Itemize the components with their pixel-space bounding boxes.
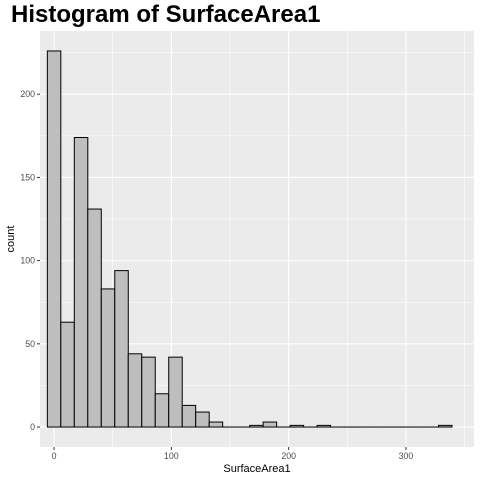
y-axis: 0 50 100 150 200 bbox=[20, 89, 40, 432]
histogram-bar bbox=[289, 424, 305, 428]
x-axis-title: SurfaceArea1 bbox=[223, 463, 290, 475]
histogram-bar bbox=[316, 424, 332, 428]
y-tick-label: 50 bbox=[25, 339, 35, 349]
histogram-bar bbox=[87, 208, 102, 428]
histogram-bar bbox=[208, 421, 224, 428]
histogram-bar bbox=[168, 356, 183, 428]
y-tick-label: 100 bbox=[20, 256, 35, 266]
histogram-bar bbox=[438, 424, 453, 428]
histogram-bar bbox=[73, 136, 89, 428]
histogram-bar bbox=[249, 424, 264, 428]
y-axis-title: count bbox=[5, 226, 17, 253]
histogram-bar bbox=[60, 321, 75, 428]
x-tick-label: 0 bbox=[52, 451, 57, 461]
histogram-bars bbox=[46, 50, 453, 428]
x-tick-label: 300 bbox=[399, 451, 414, 461]
histogram-bar bbox=[181, 404, 197, 428]
chart-title: Histogram of SurfaceArea1 bbox=[11, 1, 320, 28]
histogram-bar bbox=[114, 270, 129, 428]
histogram-bar bbox=[195, 411, 210, 428]
y-tick-label: 150 bbox=[20, 172, 35, 182]
histogram-bar bbox=[262, 421, 278, 428]
histogram-bar bbox=[141, 356, 156, 428]
y-tick-label: 200 bbox=[20, 89, 35, 99]
y-tick-label: 0 bbox=[30, 422, 35, 432]
histogram-bar bbox=[46, 50, 62, 428]
histogram-bar bbox=[154, 393, 170, 428]
x-tick-label: 100 bbox=[164, 451, 179, 461]
histogram-bar bbox=[127, 353, 143, 428]
histogram-bar bbox=[100, 288, 116, 428]
x-axis: 0 100 200 300 bbox=[52, 447, 414, 461]
x-tick-label: 200 bbox=[281, 451, 296, 461]
